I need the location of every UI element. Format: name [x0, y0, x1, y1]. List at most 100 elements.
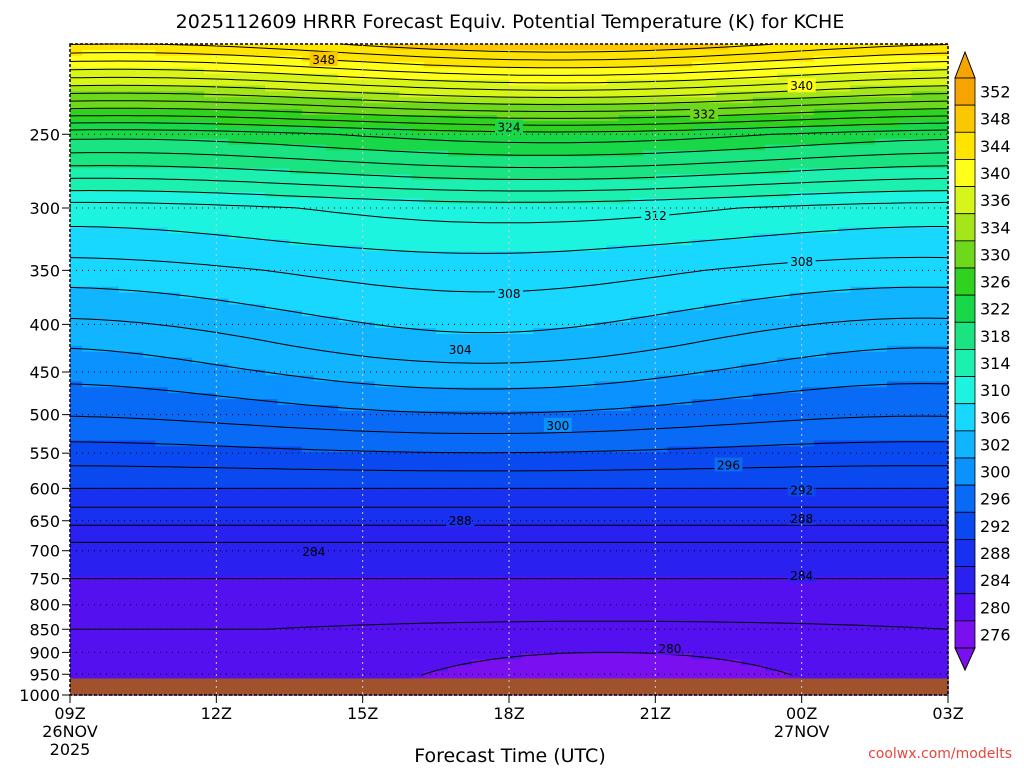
field-cell	[448, 286, 461, 294]
field-cell	[826, 215, 839, 223]
field-cell	[82, 399, 95, 406]
field-cell	[862, 239, 876, 246]
field-cell	[448, 233, 461, 240]
field-cell	[594, 209, 608, 217]
field-cell	[874, 168, 888, 175]
field-cell	[509, 144, 522, 152]
field-cell	[826, 399, 839, 406]
field-cell	[350, 197, 364, 205]
field-cell	[887, 138, 900, 146]
field-cell	[216, 44, 230, 51]
field-cell	[594, 97, 608, 104]
field-cell	[228, 452, 242, 459]
field-cell	[874, 393, 888, 400]
field-cell	[618, 393, 632, 400]
field-cell	[618, 375, 632, 382]
field-cell	[630, 49, 644, 57]
field-cell	[460, 268, 474, 276]
field-cell	[862, 55, 876, 63]
field-cell	[813, 428, 827, 436]
field-cell	[813, 150, 827, 158]
field-cell	[862, 322, 876, 329]
field-cell	[374, 357, 388, 365]
field-cell	[460, 363, 474, 371]
field-cell	[899, 144, 913, 152]
field-cell	[496, 405, 510, 412]
field-cell	[411, 434, 425, 442]
field-cell	[277, 138, 291, 146]
field-cell	[240, 186, 254, 193]
field-cell	[277, 97, 291, 104]
field-cell	[435, 79, 449, 87]
field-cell	[252, 381, 266, 388]
field-cell	[691, 428, 705, 436]
field-cell	[204, 322, 217, 329]
field-cell	[728, 440, 742, 448]
field-cell	[411, 375, 425, 382]
field-cell	[509, 410, 522, 418]
field-cell	[423, 203, 437, 211]
field-cell	[448, 363, 461, 371]
field-cell	[423, 85, 437, 92]
field-cell	[606, 405, 620, 412]
field-cell	[374, 345, 388, 353]
field-cell	[691, 44, 705, 51]
field-cell	[106, 174, 120, 181]
field-cell	[350, 162, 364, 169]
field-cell	[350, 138, 364, 146]
field-cell	[630, 416, 644, 424]
field-cell	[533, 410, 547, 418]
field-cell	[106, 363, 120, 371]
field-cell	[509, 322, 522, 329]
field-cell	[655, 44, 669, 51]
field-cell	[472, 416, 486, 424]
field-cell	[277, 268, 291, 276]
field-cell	[460, 197, 474, 205]
field-cell	[838, 393, 852, 400]
field-cell	[94, 351, 108, 359]
field-cell	[252, 73, 266, 81]
field-cell	[826, 209, 839, 217]
field-cell	[216, 333, 230, 341]
field-cell	[606, 49, 620, 57]
field-cell	[704, 174, 717, 181]
field-cell	[423, 304, 437, 311]
field-cell	[594, 215, 608, 223]
field-cell	[448, 203, 461, 211]
field-cell	[338, 393, 352, 400]
field-cell	[338, 387, 352, 394]
field-cell	[667, 227, 681, 234]
field-cell	[252, 339, 266, 347]
field-cell	[740, 422, 754, 430]
field-cell	[655, 416, 669, 424]
field-cell	[228, 416, 242, 424]
field-cell	[533, 132, 547, 140]
field-cell	[399, 79, 413, 87]
field-cell	[435, 440, 449, 448]
field-cell	[533, 262, 547, 270]
field-cell	[533, 280, 547, 288]
field-cell	[423, 322, 437, 329]
field-cell	[155, 174, 169, 181]
field-cell	[252, 126, 266, 134]
field-cell	[655, 405, 669, 412]
field-cell	[252, 357, 266, 365]
field-cell	[728, 103, 742, 110]
field-cell	[862, 156, 876, 163]
field-cell	[606, 251, 620, 258]
field-cell	[130, 286, 144, 294]
field-cell	[545, 434, 559, 442]
field-cell	[216, 174, 230, 181]
field-cell	[460, 186, 474, 193]
field-cell	[387, 452, 400, 459]
field-cell	[179, 381, 193, 388]
field-cell	[728, 203, 742, 211]
field-cell	[289, 298, 303, 305]
field-cell	[435, 132, 449, 140]
field-cell	[679, 310, 693, 317]
field-cell	[643, 245, 656, 252]
field-cell	[679, 268, 693, 276]
field-cell	[704, 239, 717, 246]
field-cell	[191, 180, 205, 187]
field-cell	[277, 304, 291, 311]
